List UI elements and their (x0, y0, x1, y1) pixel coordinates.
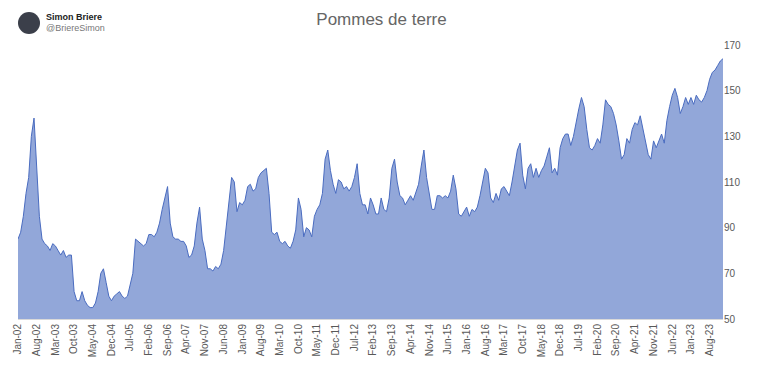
svg-text:Sep-13: Sep-13 (386, 324, 397, 357)
svg-text:Apr-07: Apr-07 (180, 324, 191, 354)
svg-text:May-18: May-18 (536, 324, 547, 358)
svg-text:Feb-06: Feb-06 (143, 324, 154, 356)
svg-text:Sep-06: Sep-06 (162, 324, 173, 357)
svg-text:Jul-05: Jul-05 (124, 324, 135, 352)
svg-text:Jan-23: Jan-23 (685, 324, 696, 355)
svg-text:Sep-20: Sep-20 (610, 324, 621, 357)
svg-text:Nov-21: Nov-21 (648, 324, 659, 357)
html-text:@BriereSimon: @BriereSimon (46, 23, 105, 33)
svg-text:Aug-02: Aug-02 (31, 324, 42, 357)
svg-text:Mar-10: Mar-10 (274, 324, 285, 356)
svg-text:150: 150 (724, 85, 741, 96)
svg-text:Mar-03: Mar-03 (50, 324, 61, 356)
svg-text:Nov-14: Nov-14 (424, 324, 435, 357)
svg-text:Pommes de terre: Pommes de terre (316, 10, 446, 29)
svg-text:Jun-15: Jun-15 (442, 324, 453, 355)
svg-text:Dec-18: Dec-18 (554, 324, 565, 357)
svg-text:Jul-19: Jul-19 (573, 324, 584, 352)
svg-text:Jul-12: Jul-12 (349, 324, 360, 352)
svg-text:Jan-09: Jan-09 (237, 324, 248, 355)
svg-text:Oct-03: Oct-03 (68, 324, 79, 354)
svg-text:May-11: May-11 (311, 324, 322, 357)
svg-text:Dec-11: Dec-11 (330, 324, 341, 356)
svg-text:Aug-16: Aug-16 (480, 324, 491, 357)
svg-text:Jun-08: Jun-08 (218, 324, 229, 355)
svg-text:Feb-20: Feb-20 (592, 324, 603, 356)
svg-text:Apr-21: Apr-21 (629, 324, 640, 354)
svg-text:Jan-16: Jan-16 (461, 324, 472, 355)
html-text:Simon Briere: Simon Briere (46, 12, 102, 22)
svg-text:Feb-13: Feb-13 (367, 324, 378, 356)
svg-text:170: 170 (724, 40, 741, 51)
svg-text:Oct-17: Oct-17 (517, 324, 528, 354)
svg-text:Aug-09: Aug-09 (255, 324, 266, 357)
svg-text:May-04: May-04 (87, 324, 98, 358)
svg-text:Apr-14: Apr-14 (405, 324, 416, 354)
svg-text:Aug-23: Aug-23 (704, 324, 715, 357)
svg-text:110: 110 (724, 177, 740, 188)
svg-text:Nov-07: Nov-07 (199, 324, 210, 357)
svg-text:Oct-10: Oct-10 (293, 324, 304, 354)
svg-text:90: 90 (724, 222, 736, 233)
svg-text:70: 70 (724, 268, 736, 279)
svg-text:Mar-17: Mar-17 (498, 324, 509, 356)
svg-text:Dec-04: Dec-04 (106, 324, 117, 357)
svg-text:130: 130 (724, 131, 741, 142)
svg-text:Jun-22: Jun-22 (667, 324, 678, 355)
svg-text:50: 50 (724, 314, 736, 325)
svg-text:Jan-02: Jan-02 (12, 324, 23, 355)
